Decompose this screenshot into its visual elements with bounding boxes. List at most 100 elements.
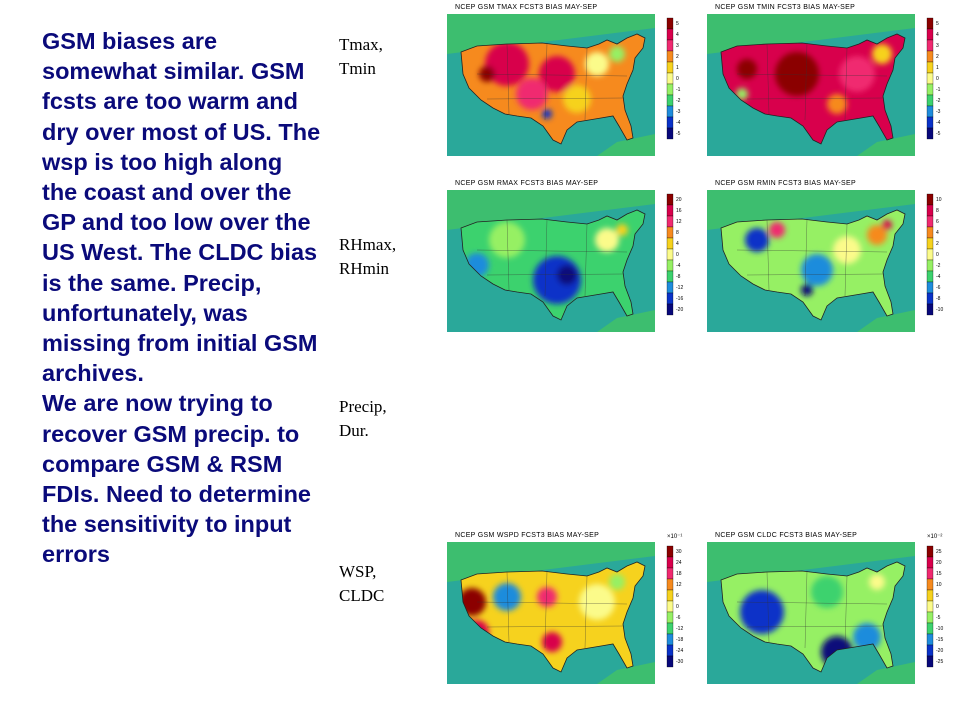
colorbar-tick-label: -4 [676, 262, 681, 269]
colorbar-tick-label: 10 [936, 196, 942, 203]
row-label-temperature: Tmax, Tmin [339, 33, 419, 81]
colorbar-tick-label: -4 [676, 119, 681, 126]
colorbar-swatch [926, 94, 934, 107]
colorbar-tick-label: 12 [676, 581, 682, 588]
colorbar-swatch [926, 105, 934, 118]
colorbar-tick-label: -3 [936, 108, 941, 115]
colorbar-swatch [666, 116, 674, 129]
map-title: NCEP GSM RMIN FCST3 BIAS MAY-SEP [715, 180, 856, 187]
bias-field-blob [493, 583, 521, 611]
row-label-line: RHmax, [339, 235, 397, 254]
colorbar-swatch [926, 292, 934, 305]
colorbar-swatch [926, 17, 934, 30]
colorbar-tick-label: -30 [676, 658, 684, 665]
colorbar-tick-label: -5 [676, 130, 681, 137]
state-boundary [746, 273, 884, 276]
us-outline [460, 209, 646, 321]
state-boundary [766, 571, 770, 643]
surrounding-land [447, 542, 655, 684]
bias-field-blob [539, 56, 575, 92]
map-title: NCEP GSM TMIN FCST3 BIAS MAY-SEP [715, 4, 856, 11]
colorbar-tick-label: -2 [936, 262, 941, 269]
colorbar-tick-label: 4 [676, 240, 679, 247]
colorbar-tick-label: 0 [676, 603, 679, 610]
bias-map [707, 542, 934, 684]
us-outline [460, 33, 646, 145]
surrounding-land [707, 190, 915, 332]
colorbar-swatch [666, 237, 674, 250]
colorbar-tick-label: -1 [936, 86, 941, 93]
colorbar-tick-label: 6 [676, 592, 679, 599]
colorbar-tick-label: -15 [936, 636, 944, 643]
colorbar-tick-label: 20 [936, 559, 942, 566]
colorbar-swatch [666, 655, 674, 668]
colorbar-swatch [926, 39, 934, 52]
colorbar-swatch [666, 259, 674, 272]
colorbar-tick-label: 1 [676, 64, 679, 71]
bias-field-blob [609, 574, 625, 590]
bias-field-blob [737, 59, 757, 79]
colorbar-swatch [666, 94, 674, 107]
bias-field-blob [579, 584, 615, 620]
colorbar-tick-label: 15 [936, 570, 942, 577]
map-rmin-bias: NCEP GSM RMIN FCST3 BIAS MAY-SEP 10 8 6 4 2 0 -… [705, 180, 949, 336]
colorbar-swatch [926, 248, 934, 261]
surrounding-land [707, 14, 915, 156]
bias-field-blob [869, 574, 885, 590]
surrounding-land [447, 14, 655, 156]
colorbar-tick-label: -25 [936, 658, 944, 665]
colorbar-swatch [666, 292, 674, 305]
colorbar-tick-label: 8 [936, 207, 939, 214]
colorbar-tick-label: 8 [676, 229, 679, 236]
us-outline [460, 561, 646, 673]
state-boundary [584, 47, 588, 121]
state-boundary [584, 575, 588, 649]
colorbar-swatch [926, 237, 934, 250]
colorbar-swatch [926, 116, 934, 129]
colorbar-swatch [666, 127, 674, 140]
colorbar-swatch [666, 193, 674, 206]
row-label-line: CLDC [339, 586, 385, 605]
colorbar-tick-label: 0 [936, 251, 939, 258]
colorbar-swatch [926, 611, 934, 624]
bias-field-blob [595, 228, 619, 252]
colorbar-swatch [926, 545, 934, 558]
colorbar-swatch [666, 622, 674, 635]
colorbar-swatch [666, 61, 674, 74]
bias-field-blob [867, 225, 887, 245]
bias-field-blob [489, 222, 525, 258]
bias-field-blob [827, 94, 847, 114]
colorbar-tick-label: -4 [936, 119, 941, 126]
state-boundary [476, 601, 628, 605]
colorbar-swatch [926, 281, 934, 294]
colorbar-swatch [666, 204, 674, 217]
colorbar-tick-label: 3 [936, 42, 939, 49]
bias-field-blob [853, 623, 881, 651]
bias-field-blob [537, 587, 557, 607]
colorbar-swatch [666, 303, 674, 316]
colorbar-tick-label: 1 [936, 64, 939, 71]
scale-multiplier-label: ×10⁻¹ [667, 534, 683, 540]
bias-map [447, 542, 674, 684]
colorbar-swatch [666, 28, 674, 41]
map-rmax-bias: NCEP GSM RMAX FCST3 BIAS MAY-SEP 20 16 12 8 4… [445, 180, 689, 336]
colorbar-swatch [926, 259, 934, 272]
colorbar-tick-label: -2 [936, 97, 941, 104]
colorbar-swatch [666, 50, 674, 63]
colorbar-swatch [666, 83, 674, 96]
colorbar-swatch [666, 644, 674, 657]
map-title: NCEP GSM TMAX FCST3 BIAS MAY-SEP [455, 4, 598, 11]
state-boundary [506, 219, 510, 291]
state-boundary [476, 249, 628, 253]
colorbar-swatch [926, 633, 934, 646]
body-paragraph-2: We are now trying to recover GSM precip.… [42, 390, 311, 568]
colorbar-swatch [926, 72, 934, 85]
slide-body-text: GSM biases are somewhat similar. GSM fcs… [42, 26, 322, 570]
colorbar-tick-label: -12 [676, 625, 684, 632]
colorbar-swatch [666, 281, 674, 294]
bias-map [707, 190, 934, 332]
colorbar-swatch [926, 270, 934, 283]
bias-field-blob [769, 222, 785, 238]
state-boundary [584, 223, 588, 297]
